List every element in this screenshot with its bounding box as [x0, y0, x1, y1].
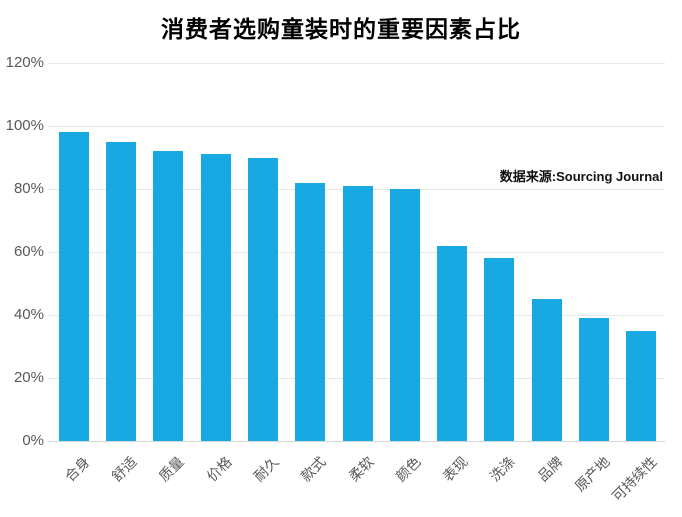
x-axis-category-label: 款式 [297, 453, 329, 485]
chart-title: 消费者选购童装时的重要因素占比 [161, 16, 521, 42]
x-axis-category-label: 颜色 [392, 453, 424, 485]
bar [626, 330, 657, 441]
y-axis-tick-label: 80% [13, 180, 44, 197]
bar [531, 299, 562, 441]
x-axis-category-label: 舒适 [108, 453, 140, 485]
x-axis-category-label: 可持续性 [609, 453, 661, 505]
y-axis-tick-label: 40% [13, 306, 44, 323]
x-axis-category-label: 柔软 [345, 453, 377, 485]
x-axis-category-label: 价格 [203, 453, 235, 485]
bar [579, 318, 610, 441]
x-axis-category-label: 品牌 [534, 453, 566, 485]
gridline [48, 126, 665, 127]
x-axis-category-label: 质量 [155, 453, 187, 485]
x-axis-category-label: 合身 [61, 453, 93, 485]
bar [484, 258, 515, 441]
y-axis-tick-label: 0% [22, 432, 44, 449]
bar [389, 189, 420, 441]
bar [58, 132, 89, 441]
x-axis-category-label: 原产地 [571, 453, 613, 495]
y-axis-tick-label: 100% [5, 117, 44, 134]
bar [153, 151, 184, 441]
bar [295, 182, 326, 441]
x-axis-category-label: 耐久 [250, 453, 282, 485]
bar [247, 157, 278, 441]
y-axis-tick-label: 20% [13, 369, 44, 386]
bar [200, 154, 231, 441]
bar [342, 185, 373, 441]
gridline [48, 441, 665, 442]
bar [437, 245, 468, 441]
source-note: 数据来源:Sourcing Journal [499, 169, 663, 184]
x-axis-category-label: 洗涤 [487, 453, 519, 485]
y-axis-tick-label: 120% [5, 54, 44, 71]
x-axis-category-label: 表现 [439, 453, 471, 485]
bar [105, 141, 136, 441]
gridline [48, 63, 665, 64]
y-axis-tick-label: 60% [13, 243, 44, 260]
